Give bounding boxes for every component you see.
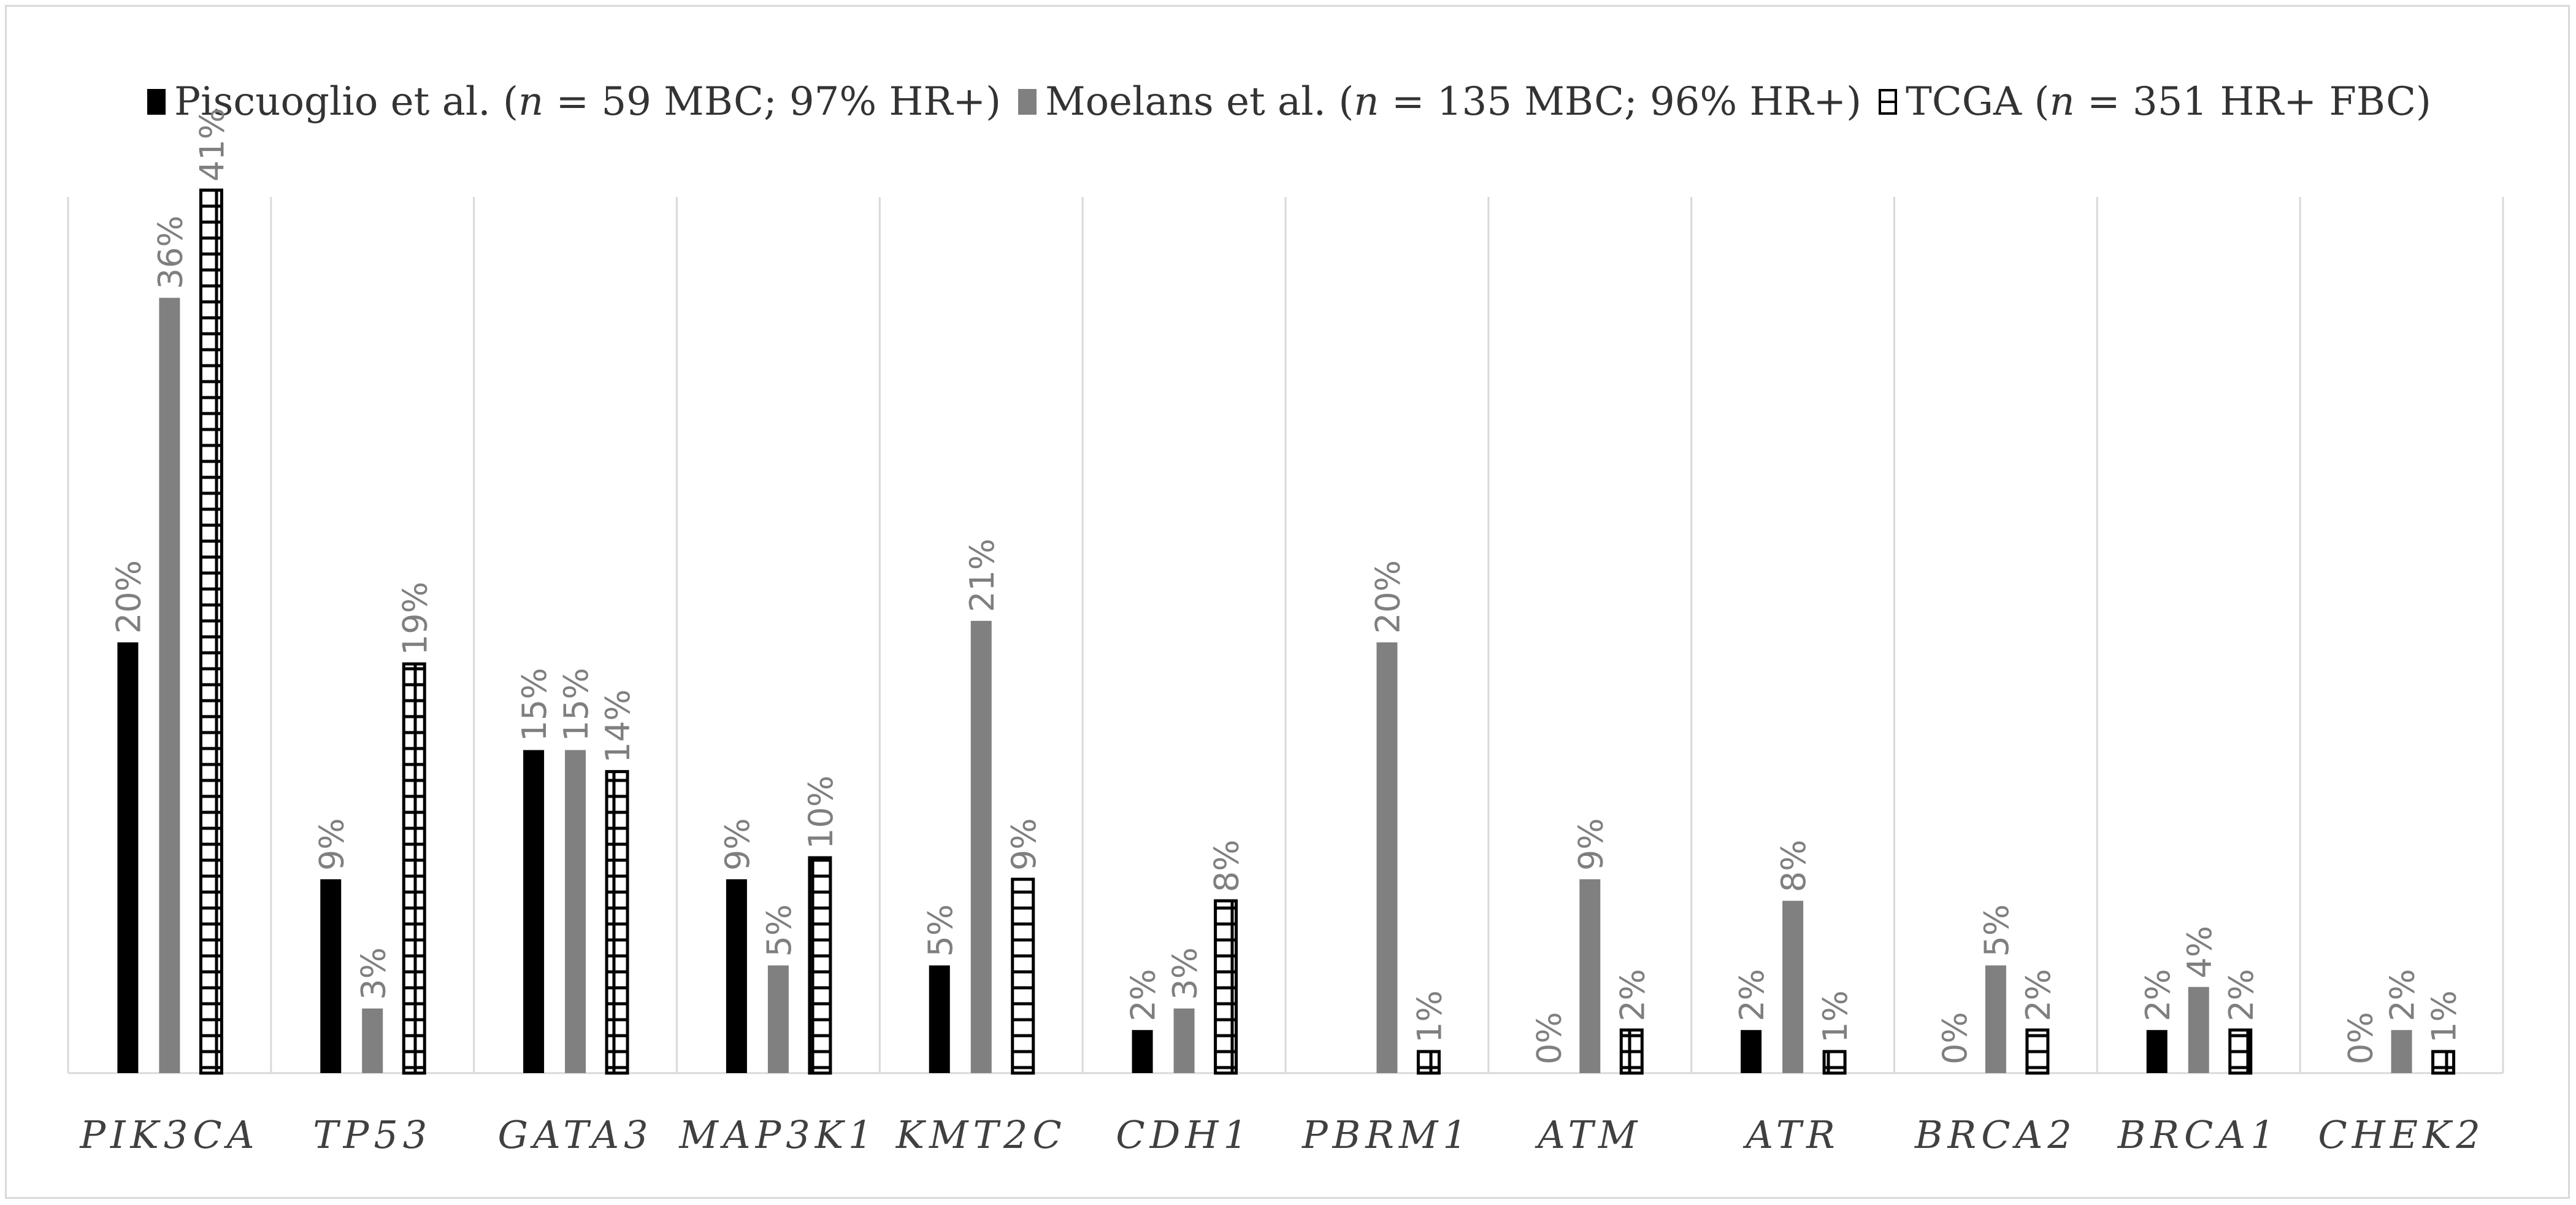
value-label: 1% bbox=[2425, 990, 2464, 1043]
value-label: 15% bbox=[557, 668, 596, 741]
bar-cdh1-series-2 bbox=[1173, 1008, 1195, 1073]
value-label: 15% bbox=[515, 668, 554, 741]
category-label-map3k1: MAP3K1 bbox=[678, 1112, 877, 1157]
bar-gata3-series-1 bbox=[523, 750, 545, 1073]
value-label: 21% bbox=[963, 539, 1002, 612]
bar-tp53-series-2 bbox=[362, 1008, 383, 1073]
value-label: 2% bbox=[2383, 969, 2422, 1022]
value-label: 1% bbox=[1410, 990, 1449, 1043]
bar-kmt2c-series-3 bbox=[1011, 877, 1035, 1075]
value-label: 4% bbox=[2180, 926, 2219, 979]
bar-pbrm1-series-2 bbox=[1376, 642, 1398, 1073]
category-label-tp53: TP53 bbox=[313, 1112, 432, 1157]
value-label: 10% bbox=[802, 776, 840, 849]
legend-item-tcga: TCGA (n = 351 HR+ FBC) bbox=[1879, 79, 2431, 125]
bar-pbrm1-series-3 bbox=[1416, 1050, 1441, 1075]
category-label-brca2: BRCA2 bbox=[1914, 1112, 2077, 1157]
value-label: 8% bbox=[1208, 840, 1246, 893]
bar-cdh1-series-1 bbox=[1132, 1030, 1153, 1073]
bar-kmt2c-series-2 bbox=[970, 620, 992, 1073]
bar-chart: 20%36%41%9%3%19%15% 15% 14%9%5%10%5%21%9%2… bbox=[67, 108, 2504, 1157]
bar-map3k1-series-2 bbox=[767, 965, 789, 1073]
legend-swatch-tcga bbox=[1879, 89, 1898, 115]
bar-tp53-series-1 bbox=[320, 879, 342, 1073]
category-label-kmt2c: KMT2C bbox=[895, 1112, 1067, 1157]
legend-item-moelans: Moelans et al. (n = 135 MBC; 96% HR+) bbox=[1018, 79, 1861, 125]
bar-brca2-series-2 bbox=[1985, 965, 2006, 1073]
bar-atr-series-3 bbox=[1822, 1050, 1847, 1075]
value-label: 2% bbox=[2019, 969, 2058, 1022]
category-label-cdh1: CDH1 bbox=[1116, 1112, 1252, 1157]
value-label: 14% bbox=[599, 690, 637, 763]
category-label-brca1: BRCA1 bbox=[2117, 1112, 2280, 1157]
bar-cdh1-series-3 bbox=[1214, 899, 1238, 1075]
value-label: 36% bbox=[151, 215, 190, 289]
bar-atr-series-1 bbox=[1741, 1030, 1762, 1073]
value-label: 1% bbox=[1816, 990, 1855, 1043]
bar-pik3ca-series-1 bbox=[117, 642, 139, 1073]
bar-atm-series-2 bbox=[1579, 879, 1601, 1073]
value-label: 5% bbox=[921, 904, 960, 957]
bar-tp53-series-3 bbox=[402, 662, 426, 1075]
value-label: 5% bbox=[760, 904, 799, 957]
value-label: 9% bbox=[1571, 818, 1610, 871]
value-label: 2% bbox=[1613, 969, 1652, 1022]
legend-label-moelans: Moelans et al. (n = 135 MBC; 96% HR+) bbox=[1045, 79, 1862, 125]
category-label-gata3: GATA3 bbox=[498, 1112, 653, 1157]
value-label: 9% bbox=[312, 818, 351, 871]
bar-brca1-series-2 bbox=[2188, 987, 2209, 1073]
value-label: 2% bbox=[2139, 969, 2177, 1022]
value-label: 9% bbox=[718, 818, 757, 871]
bar-pik3ca-series-3 bbox=[199, 188, 223, 1075]
bar-map3k1-series-3 bbox=[808, 856, 832, 1075]
value-label: 0% bbox=[1530, 1012, 1568, 1064]
legend: Piscuoglio et al. (n = 59 MBC; 97% HR+) … bbox=[7, 68, 2572, 136]
category-label-pbrm1: PBRM1 bbox=[1301, 1112, 1472, 1157]
chart-frame: Piscuoglio et al. (n = 59 MBC; 97% HR+) … bbox=[5, 5, 2570, 1199]
value-label: 20% bbox=[109, 560, 148, 634]
legend-swatch-piscuoglio bbox=[147, 89, 166, 115]
bar-gata3-series-3 bbox=[605, 770, 629, 1075]
value-label: 9% bbox=[1005, 818, 1043, 871]
legend-label-tcga: TCGA (n = 351 HR+ FBC) bbox=[1906, 79, 2431, 125]
value-label: 3% bbox=[1166, 947, 1205, 1000]
bar-brca1-series-3 bbox=[2228, 1028, 2253, 1075]
legend-label-piscuoglio: Piscuoglio et al. (n = 59 MBC; 97% HR+) bbox=[174, 79, 1002, 125]
value-label: 0% bbox=[1936, 1012, 1974, 1064]
legend-swatch-moelans bbox=[1018, 89, 1037, 115]
value-label: 0% bbox=[2342, 1012, 2380, 1064]
bar-brca2-series-3 bbox=[2025, 1028, 2050, 1075]
value-label: 3% bbox=[354, 947, 393, 1000]
bar-gata3-series-2 bbox=[565, 750, 586, 1073]
bar-pik3ca-series-2 bbox=[159, 298, 180, 1073]
value-label: 20% bbox=[1368, 560, 1407, 634]
bar-brca1-series-1 bbox=[2146, 1030, 2168, 1073]
bar-kmt2c-series-1 bbox=[929, 965, 950, 1073]
category-label-chek2: CHEK2 bbox=[2318, 1112, 2485, 1157]
legend-item-piscuoglio: Piscuoglio et al. (n = 59 MBC; 97% HR+) bbox=[147, 79, 1001, 125]
value-label: 8% bbox=[1774, 840, 1813, 893]
value-label: 2% bbox=[2222, 969, 2261, 1022]
category-label-atm: ATM bbox=[1535, 1112, 1642, 1157]
value-label: 2% bbox=[1124, 969, 1163, 1022]
bar-atm-series-3 bbox=[1619, 1028, 1644, 1075]
bar-chek2-series-3 bbox=[2431, 1050, 2456, 1075]
category-label-pik3ca: PIK3CA bbox=[79, 1112, 259, 1157]
value-label: 41% bbox=[193, 108, 231, 182]
bar-chek2-series-2 bbox=[2391, 1030, 2412, 1073]
value-label: 5% bbox=[1977, 904, 2016, 957]
bar-atr-series-2 bbox=[1782, 901, 1804, 1073]
category-label-atr: ATR bbox=[1742, 1112, 1839, 1157]
value-label: 2% bbox=[1733, 969, 1771, 1022]
bar-map3k1-series-1 bbox=[726, 879, 747, 1073]
value-label: 19% bbox=[396, 582, 434, 655]
